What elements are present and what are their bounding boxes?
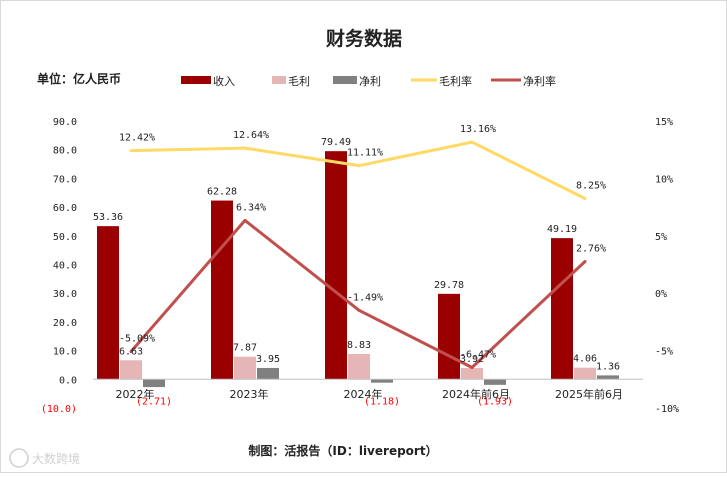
data-labels: 53.36 62.28 79.49 29.78 49.19 6.63 7.87 8.83 3.9… (93, 124, 620, 407)
category-label: 2024年 (344, 387, 383, 401)
bar-毛利 (120, 360, 142, 380)
category-labels: 2022年 2023年 2024年 2024年前6月 2025年前6月 (116, 387, 624, 401)
left-tick-label: 70.0 (53, 174, 77, 185)
watermark: 大数跨境 (9, 448, 80, 468)
line-label-净利率: -5.09% (119, 334, 155, 345)
bar-净利 (143, 379, 165, 388)
bar-收入 (97, 226, 119, 380)
bar-label-收入: 62.28 (207, 187, 237, 198)
legend-label-净利率: 净利率 (523, 74, 556, 88)
bar-label-收入: 79.49 (321, 137, 351, 148)
legend-label-毛利: 毛利 (288, 75, 310, 88)
legend-label-毛利率: 毛利率 (439, 74, 472, 88)
point-毛利率 (243, 146, 247, 150)
bar-label-毛利: 7.87 (233, 343, 257, 354)
bar-净利 (371, 379, 393, 383)
right-tick-label: 15% (655, 117, 673, 128)
legend-label-净利: 净利 (359, 74, 381, 88)
right-tick-label: -5% (655, 347, 673, 358)
category-label: 2023年 (230, 387, 269, 401)
line-label-毛利率: 13.16% (460, 124, 496, 135)
left-tick-label: 30.0 (53, 289, 77, 300)
right-tick-label: -10% (655, 404, 679, 415)
bar-label-毛利: 3.92 (460, 354, 484, 365)
unit-label: 单位：亿人民币 (37, 71, 121, 86)
legend-swatch-收入 (181, 76, 211, 84)
line-label-毛利率: 12.64% (233, 130, 269, 141)
line-label-净利率: -6.47% (460, 349, 496, 360)
left-tick-label: 60.0 (53, 203, 77, 214)
line-label-净利率: 2.76% (576, 244, 606, 255)
bar-label-净利: (2.71) (136, 396, 172, 407)
bar-label-净利: (1.93) (477, 396, 513, 407)
bar-净利 (257, 367, 279, 380)
left-axis: (10.0) 0.0 10.0 20.0 30.0 40.0 50.0 60.0 70.0 80.… (41, 117, 77, 415)
line-label-净利率: -1.49% (347, 292, 383, 303)
bars (97, 151, 619, 388)
left-tick-label: 0.0 (59, 375, 77, 386)
category-label: 2024年前6月 (442, 387, 510, 401)
category-label: 2025年前6月 (555, 387, 623, 401)
bar-label-收入: 29.78 (434, 280, 464, 291)
bar-label-净利: (1.18) (364, 396, 400, 407)
bar-收入 (438, 293, 460, 380)
bar-毛利 (234, 356, 256, 380)
bar-毛利 (574, 367, 596, 380)
legend: 收入 毛利 净利 毛利率 净利率 (181, 74, 556, 88)
bar-收入 (211, 200, 233, 380)
bar-收入 (551, 238, 573, 380)
point-净利率 (243, 218, 247, 222)
line-label-毛利率: 11.11% (347, 148, 383, 159)
point-净利率 (129, 350, 133, 354)
bar-label-毛利: 8.83 (347, 340, 371, 351)
point-净利率 (357, 308, 361, 312)
right-tick-label: 0% (655, 289, 667, 300)
left-tick-label: 10.0 (53, 347, 77, 358)
line-label-净利率: 6.34% (236, 202, 266, 213)
left-tick-label: (10.0) (41, 404, 77, 415)
legend-swatch-净利 (333, 76, 357, 84)
bar-label-净利: 1.36 (596, 361, 620, 372)
point-净利率 (470, 365, 474, 369)
right-tick-label: 10% (655, 174, 673, 185)
bar-label-净利: 3.95 (256, 354, 280, 365)
point-毛利率 (470, 140, 474, 144)
right-tick-label: 5% (655, 232, 667, 243)
bar-毛利 (348, 353, 370, 380)
point-毛利率 (583, 196, 587, 200)
left-tick-label: 50.0 (53, 232, 77, 243)
lines (129, 140, 587, 369)
bar-净利 (597, 375, 619, 380)
left-tick-label: 20.0 (53, 318, 77, 329)
point-毛利率 (129, 149, 133, 153)
right-axis: -10% -5% 0% 5% 10% 15% (655, 117, 679, 415)
point-毛利率 (357, 164, 361, 168)
bar-label-收入: 49.19 (547, 224, 577, 235)
bar-label-收入: 53.36 (93, 212, 123, 223)
bar-label-毛利: 4.06 (573, 354, 597, 365)
left-tick-label: 80.0 (53, 146, 77, 157)
chart-title: 财务数据 (326, 27, 402, 50)
category-label: 2022年 (116, 387, 155, 401)
line-label-毛利率: 8.25% (576, 180, 606, 191)
point-净利率 (583, 260, 587, 264)
bar-净利 (484, 379, 506, 385)
left-tick-label: 90.0 (53, 117, 77, 128)
footer-caption: 制图：活报告（ID：livereport） (248, 443, 437, 458)
bar-收入 (325, 151, 347, 380)
watermark-text: 大数跨境 (32, 451, 80, 466)
legend-swatch-毛利 (272, 76, 286, 84)
bar-label-毛利: 6.63 (119, 346, 143, 357)
line-label-毛利率: 12.42% (119, 133, 155, 144)
watermark-logo-icon (9, 448, 29, 468)
left-tick-label: 40.0 (53, 261, 77, 272)
bar-毛利 (461, 368, 483, 380)
legend-label-收入: 收入 (213, 74, 235, 88)
